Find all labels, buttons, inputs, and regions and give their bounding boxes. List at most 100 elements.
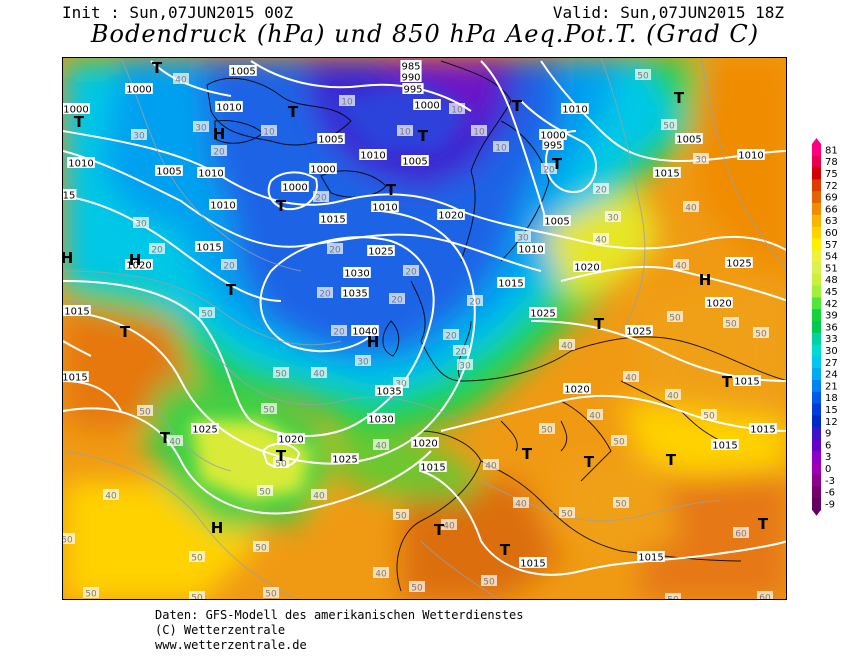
isobar-label: 1015 — [63, 371, 89, 384]
legend-value: 57 — [825, 240, 838, 251]
high-pressure-center: H — [367, 333, 380, 351]
temp-label-text: 40 — [375, 442, 387, 452]
legend-swatch — [812, 356, 821, 369]
temp-label-text: 20 — [223, 262, 235, 272]
low-pressure-center: T — [74, 113, 85, 131]
isobar-label-text: 1010 — [216, 103, 241, 114]
legend-swatch — [812, 427, 821, 440]
legend-swatch — [812, 498, 821, 511]
isobar-label-text: 1025 — [192, 425, 217, 436]
footer-copyright: (C) Wetterzentrale — [155, 623, 286, 637]
isobar-label: 1015 — [733, 375, 761, 388]
temp-label: 40 — [665, 389, 681, 402]
temp-label-text: 20 — [595, 186, 607, 196]
low-pressure-center: T — [160, 429, 171, 447]
legend-swatch — [812, 344, 821, 357]
temp-label: 20 — [453, 345, 469, 358]
legend-value: 24 — [825, 370, 838, 381]
temp-label: 50 — [481, 575, 497, 588]
isobar-label-text: 1015 — [520, 559, 545, 570]
isobar-label: 1025 — [331, 453, 359, 466]
isobar-label-text: 1015 — [63, 373, 88, 384]
legend-swatch — [812, 273, 821, 287]
isobar-label: 1015 — [749, 423, 777, 436]
legend-swatch — [812, 415, 821, 428]
isobar-label-text: 1005 — [318, 135, 343, 146]
temp-label: 40 — [683, 201, 699, 214]
isobar-label-text: 1005 — [156, 167, 181, 178]
temp-label: 20 — [211, 145, 227, 158]
temp-label: 30 — [193, 121, 209, 134]
isobar-label-text: 1025 — [726, 259, 751, 270]
isobar-label: 1020 — [411, 437, 439, 450]
temp-label-text: 50 — [613, 438, 625, 448]
temp-label-text: 20 — [319, 290, 331, 300]
low-pressure-center: T — [584, 453, 595, 471]
temp-label: 30 — [605, 211, 621, 224]
temp-label: 50 — [263, 587, 279, 599]
legend-value: 72 — [825, 181, 838, 192]
legend-value: 33 — [825, 334, 838, 345]
temp-label: 50 — [253, 541, 269, 554]
isobar-label: 1025 — [625, 325, 653, 338]
valid-time: Valid: Sun,07JUN2015 18Z — [552, 3, 784, 22]
isobar-label-text: 1015 — [638, 553, 663, 564]
temp-label-text: 20 — [151, 246, 163, 256]
temp-label-text: 50 — [755, 330, 767, 340]
temp-label: 40 — [673, 259, 689, 272]
legend-value: 48 — [825, 275, 838, 286]
legend-value: 54 — [825, 252, 838, 263]
isobar-label: 1005 — [155, 165, 183, 178]
legend-swatch — [812, 285, 821, 298]
legend-value: 39 — [825, 311, 838, 322]
isobar-label-text: 1015 — [420, 463, 445, 474]
isobar-label: 1015 — [63, 305, 91, 318]
temp-label-text: 30 — [395, 380, 407, 390]
low-pressure-center: T — [226, 281, 237, 299]
legend-value: 30 — [825, 346, 838, 357]
isobar-label-text: 1005 — [676, 135, 701, 146]
low-pressure-center: T — [386, 181, 397, 199]
isobar-label: 1015 — [637, 551, 665, 564]
temp-label-text: 50 — [637, 72, 649, 82]
high-pressure-center: H — [213, 125, 226, 143]
isobar-label: 1015 — [419, 461, 447, 474]
high-pressure-center: H — [211, 519, 224, 537]
temp-label: 20 — [403, 265, 419, 278]
temp-label-text: 50 — [85, 590, 97, 600]
isobar-label-text: 1000 — [63, 105, 88, 116]
legend-top-arrow — [812, 138, 821, 144]
low-pressure-center: T — [666, 451, 677, 469]
legend-swatch — [812, 474, 821, 487]
isobar-label-text: 1010 — [210, 201, 235, 212]
isobar-label: 1035 — [341, 287, 369, 300]
isobar-label: 1030 — [343, 267, 371, 280]
low-pressure-center: T — [120, 323, 131, 341]
isobar-label: 1010 — [737, 149, 765, 162]
temp-label: 10 — [397, 125, 413, 138]
isobar-label-text: 1020 — [574, 263, 599, 274]
isobar-label-text: 1010 — [738, 151, 763, 162]
low-pressure-center: T — [674, 89, 685, 107]
temp-label: 50 — [613, 497, 629, 510]
legend-swatch — [812, 179, 821, 192]
temp-label: 50 — [199, 307, 215, 320]
isobar-label-text: 1015 — [320, 215, 345, 226]
temp-label-text: 40 — [685, 204, 697, 214]
legend-value: 15 — [825, 405, 838, 416]
temperature-contours — [63, 58, 786, 599]
temp-label-text: 20 — [405, 268, 417, 278]
temp-label: 20 — [327, 243, 343, 256]
temp-label-text: 60 — [735, 530, 747, 540]
temp-label-text: 40 — [675, 262, 687, 272]
isobar-label-text: 1020 — [126, 261, 151, 272]
isobar-label-text: 990 — [401, 73, 420, 84]
temp-label-text: 10 — [263, 128, 275, 138]
legend-swatch — [812, 297, 821, 310]
temp-label: 50 — [409, 581, 425, 594]
legend-value: 60 — [825, 228, 838, 239]
temp-label: 30 — [133, 217, 149, 230]
legend-value: 12 — [825, 417, 838, 428]
